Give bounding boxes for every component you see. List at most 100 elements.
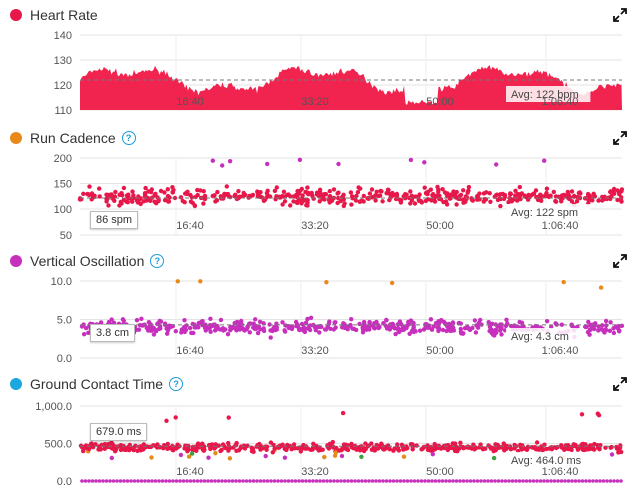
heart-rate-chart[interactable]: 140 130 120 110 Avg: 122 bpm 16:40 33:20 50:00 1… — [0, 4, 637, 128]
data-point — [236, 189, 241, 194]
data-point — [461, 188, 466, 193]
data-point — [551, 189, 556, 195]
data-point — [104, 199, 109, 204]
y-tick-label: 200 — [54, 153, 72, 165]
data-point — [447, 445, 453, 450]
data-point — [188, 192, 193, 198]
data-point — [428, 448, 433, 453]
data-point — [423, 324, 428, 329]
data-point — [283, 323, 288, 328]
data-point — [559, 443, 564, 448]
data-point — [569, 189, 575, 194]
data-point — [181, 479, 186, 483]
data-point — [434, 193, 440, 198]
data-point — [342, 322, 347, 327]
data-point — [614, 444, 619, 450]
data-point — [305, 316, 310, 322]
data-point — [291, 199, 296, 204]
data-point — [165, 187, 170, 192]
data-point — [488, 444, 493, 450]
ground-contact-time-chart[interactable]: 1,000.0 500.0 0.0 Avg: 464.0 ms 16:40 33:20 50… — [0, 373, 637, 497]
data-point — [297, 157, 303, 162]
data-point — [384, 479, 389, 483]
expand-icon[interactable] — [613, 254, 627, 268]
data-point — [444, 479, 448, 483]
vertical-oscillation-legend-dot — [10, 255, 22, 267]
data-point — [563, 479, 567, 483]
data-point — [283, 479, 287, 483]
data-point — [496, 479, 501, 483]
data-point — [199, 479, 203, 483]
data-point — [404, 325, 409, 330]
data-point — [521, 479, 525, 483]
data-point — [348, 190, 354, 195]
data-point — [559, 479, 564, 483]
data-point — [111, 320, 117, 325]
data-point — [261, 198, 267, 203]
data-point — [408, 157, 414, 163]
data-point — [349, 479, 354, 483]
data-point — [491, 455, 497, 461]
data-point — [371, 325, 377, 330]
data-point — [113, 189, 118, 195]
data-point — [619, 187, 625, 192]
data-point — [595, 443, 600, 448]
data-point — [183, 327, 189, 333]
data-point — [153, 479, 158, 483]
data-point — [609, 452, 615, 457]
data-point — [402, 479, 406, 483]
data-point — [247, 330, 252, 335]
data-point — [391, 479, 396, 483]
data-point — [430, 479, 434, 483]
data-point — [206, 455, 211, 460]
data-point — [437, 479, 441, 483]
data-point — [599, 327, 604, 332]
data-point — [458, 440, 463, 445]
data-point — [450, 441, 455, 446]
data-point — [297, 188, 303, 194]
data-point — [104, 479, 109, 483]
vertical-oscillation-chart[interactable]: 10.0 5.0 0.0 Avg: 4.3 cm 16:40 33:20 50:00 1:06… — [0, 250, 637, 374]
data-point — [411, 325, 416, 330]
data-point — [509, 199, 514, 204]
data-point — [425, 189, 431, 194]
data-point — [591, 479, 595, 483]
data-point — [605, 479, 609, 483]
data-point — [387, 197, 392, 203]
data-point — [337, 448, 342, 453]
help-icon[interactable]: ? — [150, 254, 165, 268]
data-point — [391, 448, 396, 453]
data-point — [213, 451, 218, 456]
help-icon[interactable]: ? — [169, 377, 184, 391]
help-icon[interactable]: ? — [121, 131, 136, 145]
data-point — [546, 194, 552, 200]
data-point — [339, 479, 343, 483]
data-point — [333, 450, 339, 455]
y-tick-label: 10.0 — [51, 276, 72, 288]
data-point — [120, 317, 126, 322]
data-point — [436, 187, 441, 192]
data-point — [494, 162, 499, 167]
data-point — [490, 332, 496, 337]
data-point — [284, 447, 289, 453]
data-point — [143, 185, 148, 191]
data-point — [579, 412, 585, 417]
expand-icon[interactable] — [613, 377, 627, 391]
data-point — [272, 188, 278, 194]
data-point — [357, 448, 363, 453]
expand-icon[interactable] — [613, 131, 627, 145]
data-point — [538, 479, 543, 483]
run-cadence-chart[interactable]: 200 150 100 50 Avg: 122 spm 16:40 33:20 50:00 1:… — [0, 127, 637, 251]
data-point — [353, 479, 357, 483]
x-tick-label: 16:40 — [176, 220, 204, 232]
expand-icon[interactable] — [613, 8, 627, 22]
data-point — [164, 418, 169, 423]
data-point — [437, 320, 442, 325]
data-point — [586, 319, 591, 325]
data-point — [475, 479, 480, 483]
data-point — [603, 318, 609, 324]
data-point — [581, 441, 586, 447]
data-point — [308, 315, 314, 320]
data-point — [395, 442, 400, 447]
data-point — [445, 191, 450, 196]
